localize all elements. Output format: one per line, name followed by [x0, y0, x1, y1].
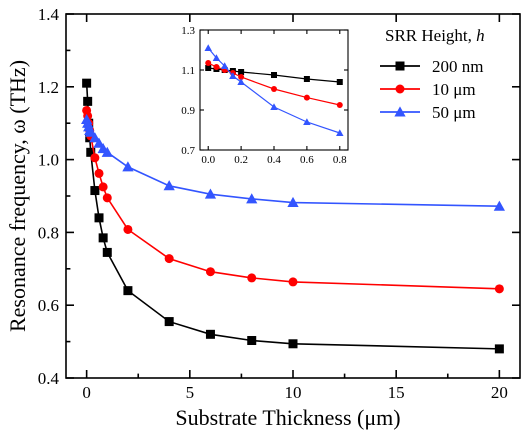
data-point-2-0	[204, 44, 212, 51]
inset-y-tick-label-2: 1.1	[181, 65, 195, 77]
data-point-2-4	[237, 78, 245, 85]
legend-title: SRR Height, h	[385, 26, 485, 45]
data-point-0-7	[336, 79, 343, 85]
data-point-0-14	[494, 344, 504, 354]
legend-title-prefix: SRR Height,	[385, 26, 476, 45]
data-point-2-8	[101, 146, 113, 157]
data-point-2-14	[493, 200, 505, 211]
data-point-2-2	[220, 62, 229, 69]
data-point-2-4	[85, 126, 97, 137]
data-point-2-10	[163, 180, 175, 191]
data-point-0-5	[271, 72, 277, 78]
legend-label-0: 200 nm	[432, 57, 483, 76]
y-tick-label-1: 0.6	[38, 296, 59, 315]
data-point-1-1	[213, 64, 220, 70]
inset-x-tick-label-4: 0.8	[333, 154, 347, 166]
data-point-1-5	[271, 86, 277, 92]
x-axis-title: Substrate Thickness (μm)	[175, 405, 400, 430]
data-point-1-12	[247, 273, 257, 283]
data-point-0-9	[123, 286, 133, 296]
data-point-0-5	[90, 186, 100, 196]
data-point-2-1	[212, 54, 221, 61]
data-point-0-13	[288, 339, 298, 349]
legend-label-2: 50 μm	[432, 103, 476, 122]
data-point-1-5	[90, 153, 100, 163]
legend-label-1: 10 μm	[432, 80, 476, 99]
x-tick-label-4: 20	[491, 383, 508, 402]
y-tick-label-4: 1.2	[38, 78, 59, 97]
y-tick-label-0: 0.4	[38, 369, 60, 388]
main-plot: 0 5 10 15 20 0.4 0.6 0.8 1.0 1.2 1.4 Substrate Thic…	[5, 5, 521, 430]
inset-y-tick-label-1: 0.9	[181, 105, 195, 117]
data-point-0-0	[205, 65, 212, 71]
y-tick-label-3: 1.0	[38, 151, 59, 170]
data-point-0-6	[303, 76, 310, 82]
inset-y-tick-label-0: 0.7	[181, 145, 195, 157]
inset-x-tick-label-3: 0.6	[300, 154, 314, 166]
data-point-2-5	[89, 132, 101, 143]
data-point-2-3	[229, 72, 237, 79]
data-point-1-9	[123, 224, 133, 234]
legend-marker-2	[394, 106, 406, 117]
data-point-1-14	[494, 284, 504, 294]
data-point-2-13	[287, 196, 299, 208]
data-point-1-13	[288, 277, 298, 287]
data-point-0-4	[86, 147, 96, 157]
inset-y-tick-label-3: 1.3	[181, 25, 195, 37]
legend-marker-1	[395, 84, 405, 94]
data-point-0-12	[247, 336, 257, 346]
inset-x-tick-label-1: 0.2	[234, 154, 248, 166]
legend: SRR Height, h 200 nm 10 μm 50 μm	[380, 26, 485, 122]
data-point-0-6	[94, 213, 104, 223]
data-point-2-12	[246, 193, 258, 204]
y-tick-label-5: 1.4	[38, 5, 60, 24]
data-point-1-4	[238, 74, 245, 80]
data-point-1-10	[164, 254, 174, 264]
data-point-2-7	[336, 129, 344, 136]
x-tick-label-0: 0	[82, 383, 91, 402]
data-point-1-11	[205, 267, 215, 277]
y-tick-label-2: 0.8	[38, 223, 59, 242]
data-point-1-7	[336, 102, 343, 108]
legend-marker-0	[395, 61, 405, 71]
inset-x-tick-label-0: 0.0	[201, 154, 215, 166]
y-axis-title: Resonance frequency, ω (THz)	[5, 60, 30, 332]
data-point-1-0	[205, 60, 212, 66]
inset-plot: 0.0 0.2 0.4 0.6 0.8 0.7 0.9 1.1 1.3	[181, 25, 349, 166]
data-point-0-10	[164, 317, 174, 327]
legend-title-var: h	[476, 26, 485, 45]
x-tick-label-1: 5	[186, 383, 195, 402]
data-point-0-4	[238, 69, 245, 75]
data-point-0-8	[102, 247, 112, 257]
data-point-0-7	[98, 233, 108, 243]
data-point-1-6	[94, 168, 104, 178]
data-point-1-8	[102, 193, 112, 203]
x-tick-label-3: 15	[388, 383, 405, 402]
data-point-2-11	[204, 188, 217, 199]
x-tick-label-2: 10	[285, 383, 302, 402]
data-point-0-1	[83, 96, 93, 106]
data-point-2-9	[122, 161, 134, 172]
data-point-2-6	[303, 118, 311, 125]
data-point-1-6	[303, 94, 310, 101]
data-point-0-11	[205, 329, 215, 339]
data-point-1-7	[98, 182, 108, 192]
data-point-2-6	[93, 137, 105, 148]
inset-x-tick-label-2: 0.4	[267, 154, 281, 166]
data-point-2-5	[270, 103, 278, 110]
data-point-0-0	[82, 78, 92, 88]
